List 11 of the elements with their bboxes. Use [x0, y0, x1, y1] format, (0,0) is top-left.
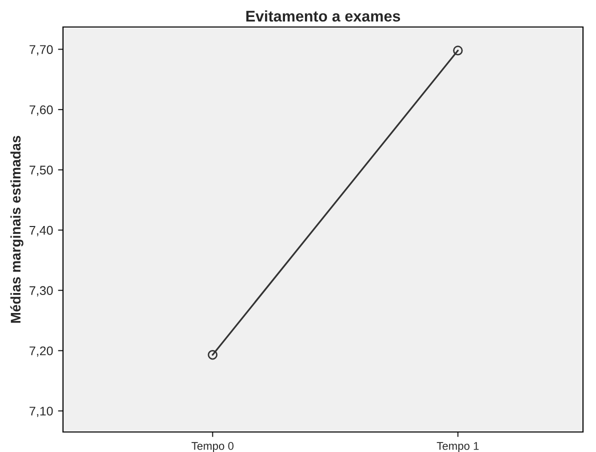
x-tick-label: Tempo 0 [192, 442, 234, 452]
chart-title: Evitamento a exames [246, 10, 400, 22]
y-tick-label: 7,70 [30, 45, 53, 56]
y-tick-label: 7,60 [30, 105, 53, 116]
x-tick-label: Tempo 1 [436, 442, 479, 452]
y-tick-label: 7,20 [30, 346, 53, 357]
y-axis-title: Médias marginais estimadas [10, 136, 24, 323]
y-tick-label: 7,30 [30, 286, 53, 296]
y-tick-label: 7,40 [30, 226, 53, 236]
y-tick-label: 7,10 [30, 406, 53, 418]
y-tick-label: 7,50 [30, 166, 53, 176]
